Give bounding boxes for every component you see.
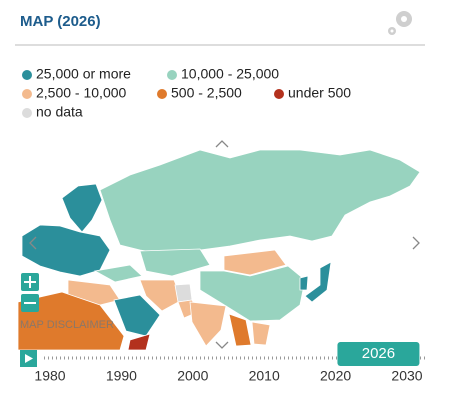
map[interactable] bbox=[17, 149, 421, 351]
region bbox=[139, 248, 211, 277]
region bbox=[189, 301, 227, 347]
region bbox=[21, 224, 111, 277]
timeline-year: 2010 bbox=[249, 368, 280, 384]
pan-down[interactable] bbox=[215, 341, 229, 349]
legend-label: under 500 bbox=[288, 85, 351, 101]
region bbox=[304, 261, 332, 303]
region bbox=[299, 275, 309, 291]
region bbox=[174, 283, 193, 303]
legend-swatch bbox=[167, 70, 177, 80]
play-button[interactable] bbox=[20, 350, 37, 367]
timeline-handle[interactable]: 2026 bbox=[337, 342, 420, 366]
settings-icon[interactable] bbox=[388, 11, 412, 35]
zoom-out[interactable] bbox=[21, 294, 39, 312]
pan-right[interactable] bbox=[412, 236, 420, 250]
region bbox=[113, 294, 161, 337]
region bbox=[127, 333, 151, 351]
legend-label: 500 - 2,500 bbox=[171, 85, 242, 101]
timeline-year: 1990 bbox=[106, 368, 137, 384]
region bbox=[61, 183, 103, 233]
legend-swatch bbox=[22, 89, 32, 99]
region bbox=[93, 264, 143, 283]
pan-left[interactable] bbox=[29, 236, 37, 250]
map-disclaimer[interactable]: MAP DISCLAIMER bbox=[20, 319, 114, 331]
region bbox=[139, 279, 183, 312]
legend-swatch bbox=[157, 89, 167, 99]
region bbox=[17, 291, 125, 351]
timeline-year: 2020 bbox=[320, 368, 351, 384]
legend-label: no data bbox=[36, 104, 83, 120]
pan-up[interactable] bbox=[215, 140, 229, 148]
region bbox=[251, 321, 271, 346]
widget-title: MAP (2026) bbox=[20, 13, 101, 30]
handle-badge[interactable] bbox=[337, 342, 420, 366]
legend-label: 10,000 - 25,000 bbox=[181, 66, 279, 82]
timeline-year: 2030 bbox=[391, 368, 422, 384]
timeline: 1980 1990 2000 2010 2020 2030 2026 bbox=[34, 342, 423, 384]
region bbox=[228, 313, 252, 347]
legend-swatch bbox=[22, 70, 32, 80]
legend-swatch bbox=[274, 89, 284, 99]
region bbox=[223, 249, 287, 276]
legend-swatch bbox=[22, 108, 32, 118]
legend-label: 2,500 - 10,000 bbox=[36, 85, 127, 101]
region bbox=[199, 265, 306, 322]
selected-year[interactable]: 2026 bbox=[362, 345, 395, 362]
legend: 25,000 or more 10,000 - 25,000 2,500 - 10,… bbox=[22, 66, 351, 120]
legend-label: 25,000 or more bbox=[36, 66, 131, 82]
timeline-year: 1980 bbox=[34, 368, 65, 384]
zoom-in[interactable] bbox=[21, 273, 39, 291]
timeline-year: 2000 bbox=[177, 368, 208, 384]
